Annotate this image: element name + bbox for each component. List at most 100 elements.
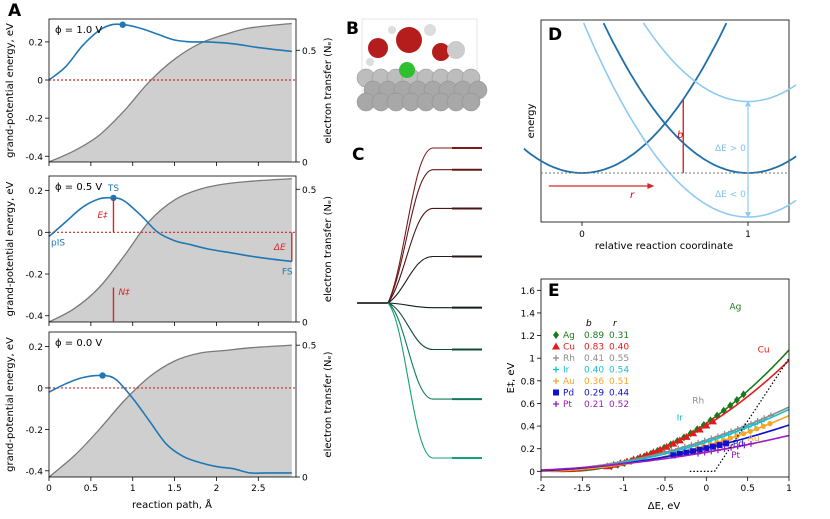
level-curve (387, 302, 452, 400)
x-tick-label: 1 (786, 484, 792, 494)
ts-label: TS (107, 184, 119, 194)
y-tick-label: -0.4 (25, 467, 43, 477)
legend-marker-ir (553, 366, 559, 373)
data-point-cu (656, 445, 665, 453)
d-b-label: b (677, 130, 683, 141)
data-point-pd (723, 440, 730, 447)
legend-header-r: r (613, 319, 618, 329)
data-point-cu (649, 448, 658, 456)
data-point-ag (727, 401, 734, 410)
x-tick-label: 2 (214, 484, 220, 494)
data-point-au (740, 431, 747, 437)
data-point-pt (708, 448, 715, 455)
subplot-frame (48, 175, 297, 323)
level-curve (387, 302, 452, 351)
data-point-au (734, 433, 740, 439)
oxygen-atom (396, 27, 422, 53)
electron-transfer-area (49, 345, 292, 477)
legend-name: Pd (563, 389, 574, 399)
data-point-pt (747, 440, 754, 447)
legend-marker-cu (552, 342, 560, 350)
y-tick-label: 0 (37, 77, 43, 87)
a-ylabel-right: electron transfer (Nₑ) (323, 351, 334, 457)
data-point-cu (682, 432, 691, 440)
adsorbate-atom (399, 62, 415, 78)
y-tick-label: -0.2 (25, 115, 43, 125)
legend-r: 0.55 (609, 354, 629, 364)
data-point-pt (741, 442, 748, 449)
de-pos-arrow-head (745, 100, 751, 107)
reference-dotted-line (689, 357, 790, 472)
x-tick-label: -0.5 (656, 484, 674, 494)
e-xlabel: ΔE, eV (648, 501, 681, 512)
final-parabola (602, 22, 797, 174)
final-parabola-positive (642, 22, 797, 103)
a-ylabel-right: electron transfer (Nₑ) (323, 37, 334, 143)
level-curve (387, 255, 452, 304)
x-tick-label: 0 (579, 230, 585, 240)
panel-label-d: D (548, 25, 562, 45)
energy-curve (48, 374, 292, 474)
legend-name: Au (563, 377, 575, 387)
data-point-au (727, 435, 733, 441)
x-tick-label: 0 (46, 484, 52, 494)
legend-r: 0.40 (609, 343, 629, 353)
transition-state-marker (119, 21, 126, 28)
hydrogen-atom (366, 58, 374, 66)
panel-b-structure-image (356, 18, 488, 112)
data-point-cu (708, 417, 717, 425)
data-point-au (767, 421, 773, 427)
y-tick-label: 1.2 (521, 332, 535, 342)
panel-label-c: C (352, 145, 364, 165)
level-curve (387, 302, 452, 459)
data-point-pd (690, 448, 697, 455)
legend-marker-au (553, 378, 559, 384)
y2-tick-label: 0.5 (302, 47, 316, 57)
legend-b: 0.21 (584, 400, 604, 410)
phi-label: ϕ = 0.5 V (55, 182, 102, 193)
transition-state-marker (99, 372, 106, 379)
x-tick-label: 0.5 (84, 484, 98, 494)
legend-marker-pt (553, 401, 559, 407)
data-point-cu (695, 425, 704, 433)
electron-transfer-area (49, 23, 292, 162)
pis-label: pIS (51, 238, 65, 248)
y2-tick-label: 0.5 (302, 342, 316, 352)
x-tick-label: -2 (537, 484, 546, 494)
d-de-pos-label: ΔE > 0 (715, 144, 746, 154)
panel-a-energy-profiles: -0.4 -0.2 0 0.2 0 0.5 ϕ = 1.0 V grand-potential… (5, 18, 334, 494)
y-tick-label: -0.2 (25, 271, 43, 281)
n-ts-label: N‡ (118, 288, 130, 298)
legend-marker-pd (553, 389, 559, 396)
phi-label: ϕ = 0.0 V (55, 338, 102, 349)
annotation-au: Au (748, 434, 760, 444)
annotation-ag: Ag (729, 303, 741, 313)
oxygen-atom (432, 43, 450, 61)
a-xlabel: reaction path, Å (132, 498, 212, 511)
data-point-pd (696, 446, 703, 453)
panel-label-a: A (8, 1, 22, 21)
level-curve (387, 147, 452, 304)
legend-r: 0.54 (609, 366, 629, 376)
y-tick-label: 0.8 (521, 377, 536, 387)
e-legend: b r Ag 0.89 0.31 Cu 0.83 0.40 Rh 0.41 0.55 Ir 0.40… (552, 319, 629, 410)
data-point-ir (745, 423, 752, 430)
level-curve (387, 207, 452, 304)
data-point-pt (714, 447, 721, 454)
oxygen-atom (368, 38, 388, 58)
data-point-ag (733, 396, 740, 405)
y-tick-label: -0.4 (25, 153, 43, 163)
annotation-cu: Cu (758, 346, 770, 356)
subplot-frame (48, 331, 297, 478)
y2-tick-label: 0 (302, 319, 308, 329)
legend-name: Ag (563, 331, 575, 341)
legend-r: 0.51 (609, 377, 629, 387)
electron-transfer-line (48, 178, 292, 323)
data-point-pt (734, 443, 741, 450)
data-point-pd (670, 452, 677, 459)
metal-slab (356, 68, 488, 112)
subplot-frame (48, 18, 297, 163)
hydrogen-atom (388, 26, 396, 34)
data-point-pt (721, 446, 728, 453)
